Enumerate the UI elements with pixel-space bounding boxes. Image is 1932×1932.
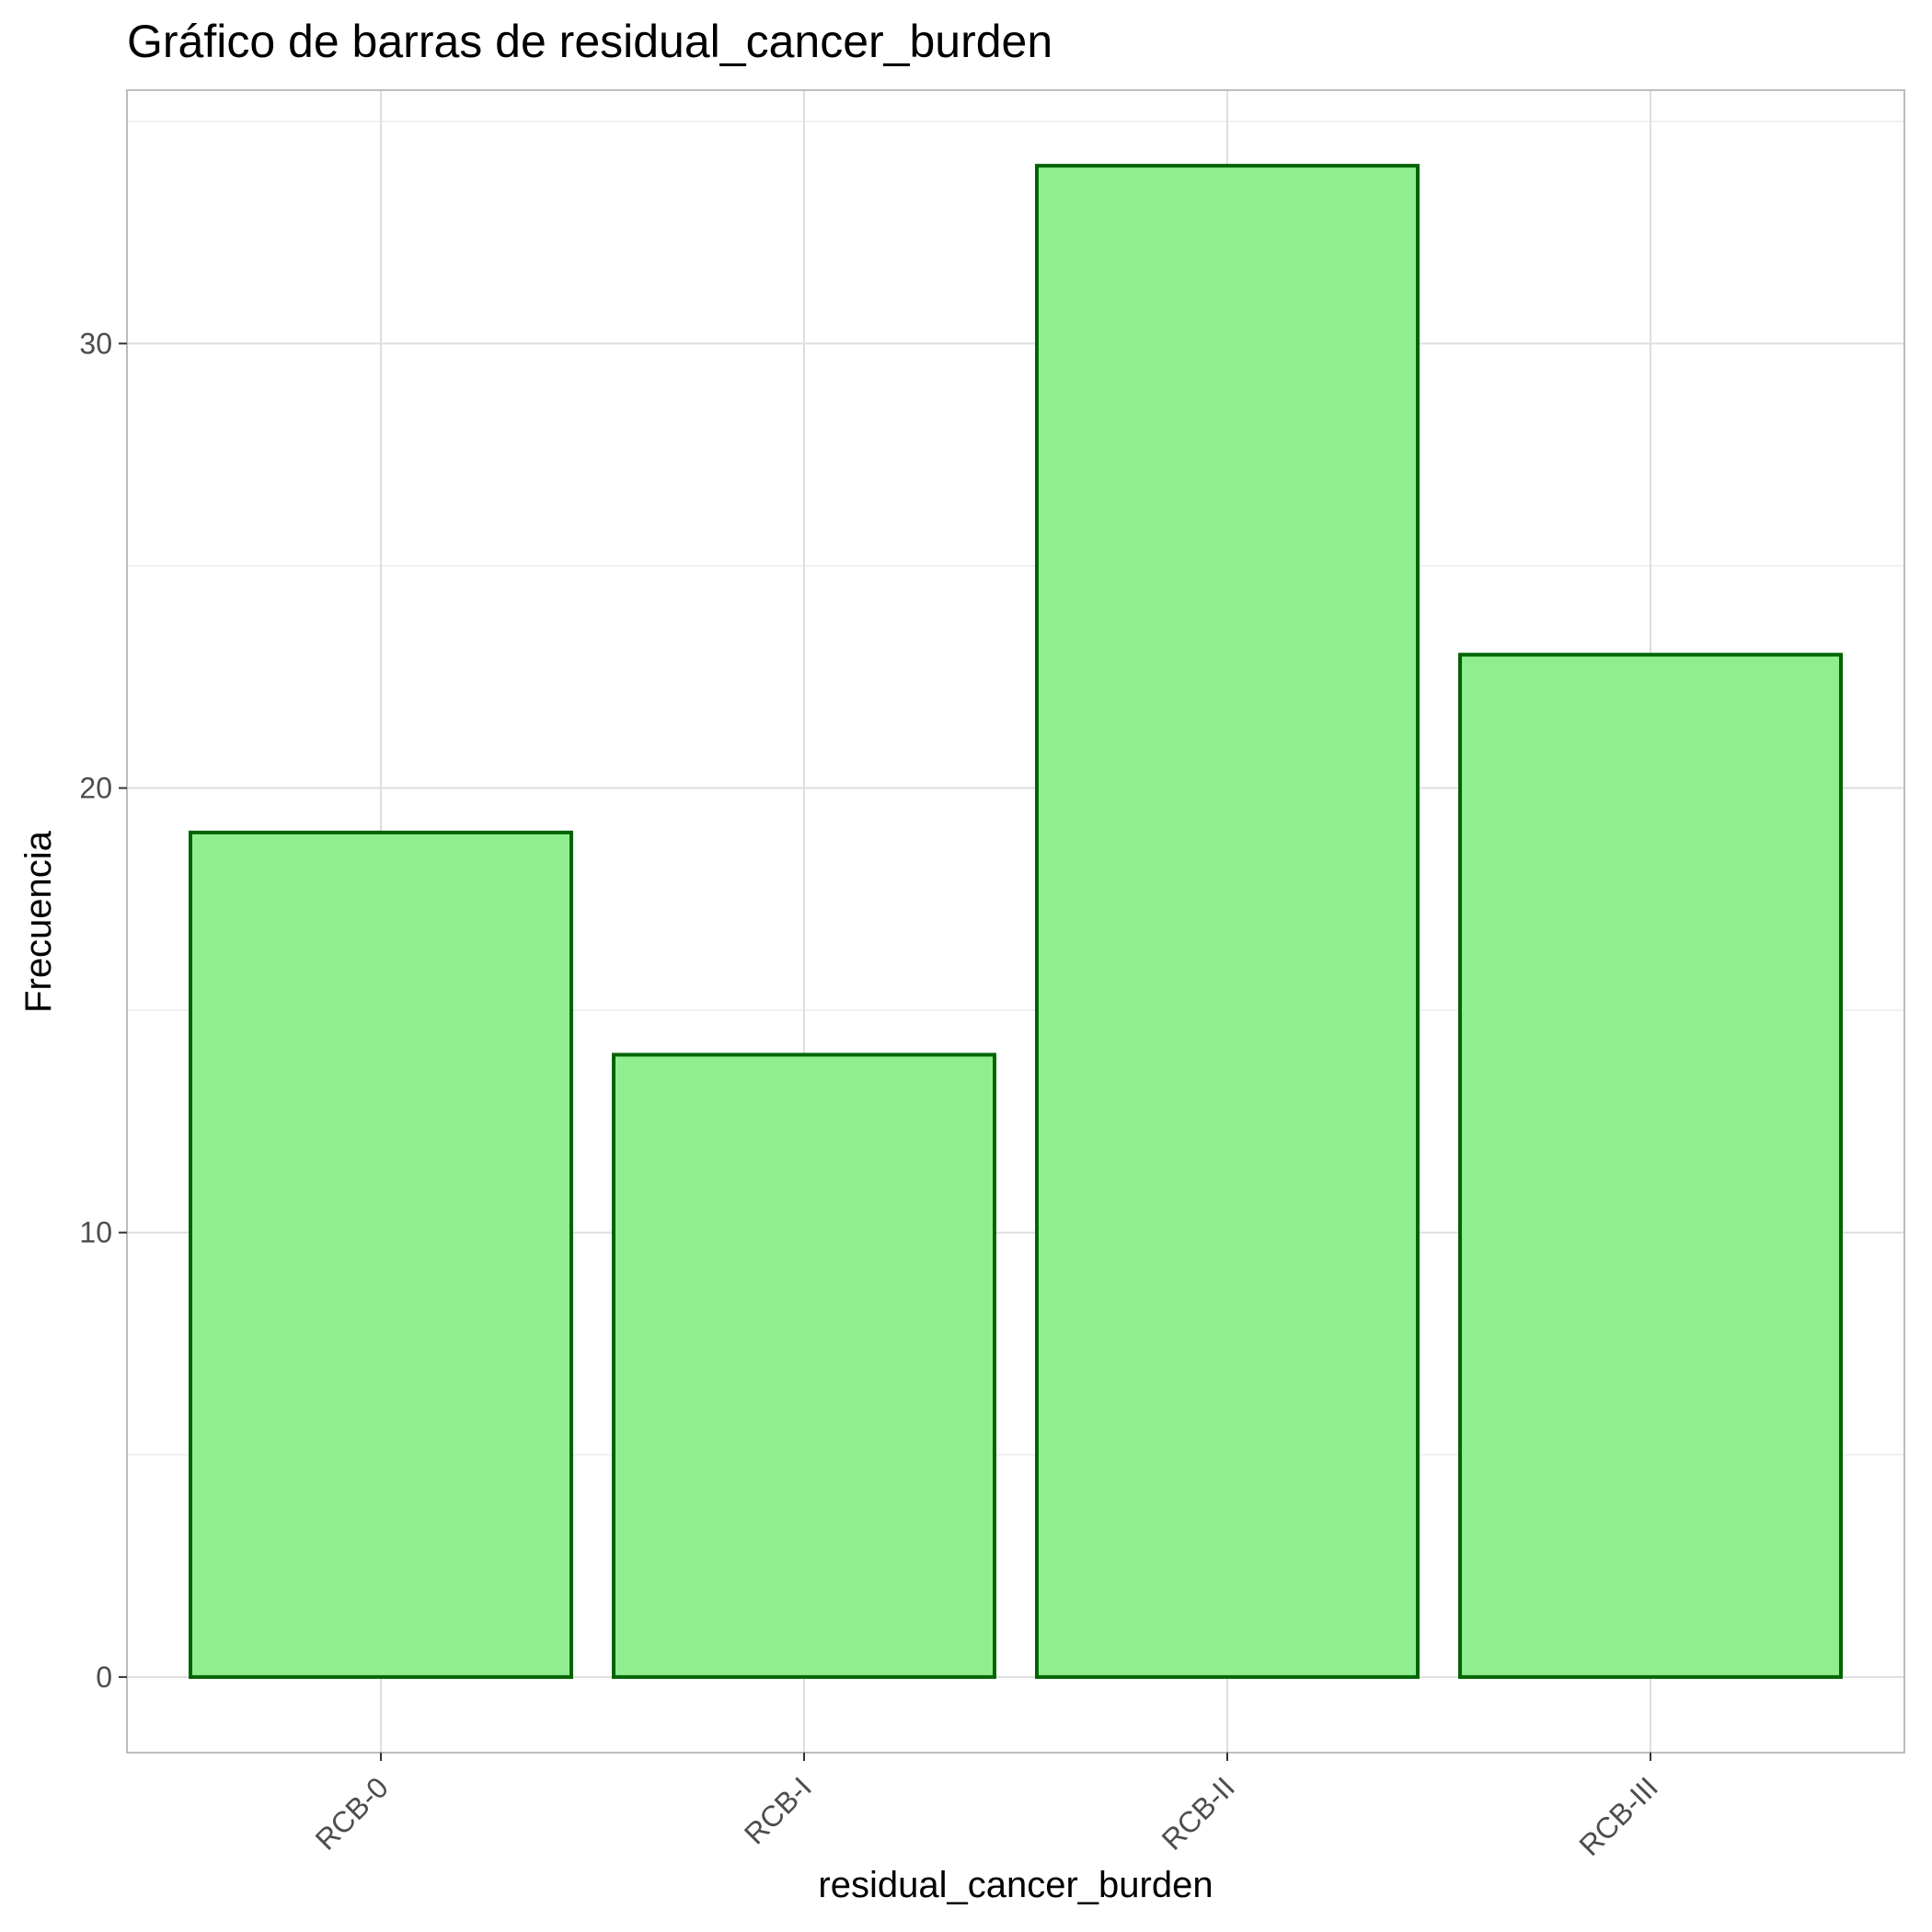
bars [189, 164, 1843, 1679]
y-tick-label: 20 [79, 772, 112, 805]
y-axis-title: Frecuencia [18, 830, 59, 1013]
bar-rcb-0 [189, 830, 573, 1679]
bar-rcb-i [612, 1052, 996, 1679]
x-tick-label: RCB-I [738, 1770, 818, 1850]
bar-rcb-ii [1035, 164, 1420, 1679]
bar-rcb-iii [1458, 652, 1843, 1679]
x-tick-label: RCB-II [1156, 1770, 1241, 1856]
plot-panel [126, 89, 1905, 1754]
y-tick-label: 0 [96, 1661, 112, 1694]
x-tick-label: RCB-III [1572, 1770, 1664, 1862]
y-tick-label: 10 [79, 1216, 112, 1249]
x-tick-label: RCB-0 [309, 1770, 395, 1856]
x-axis-title: residual_cancer_burden [818, 1865, 1213, 1905]
chart-title: Gráfico de barras de residual_cancer_bur… [127, 16, 1052, 67]
y-tick-label: 30 [79, 327, 112, 360]
